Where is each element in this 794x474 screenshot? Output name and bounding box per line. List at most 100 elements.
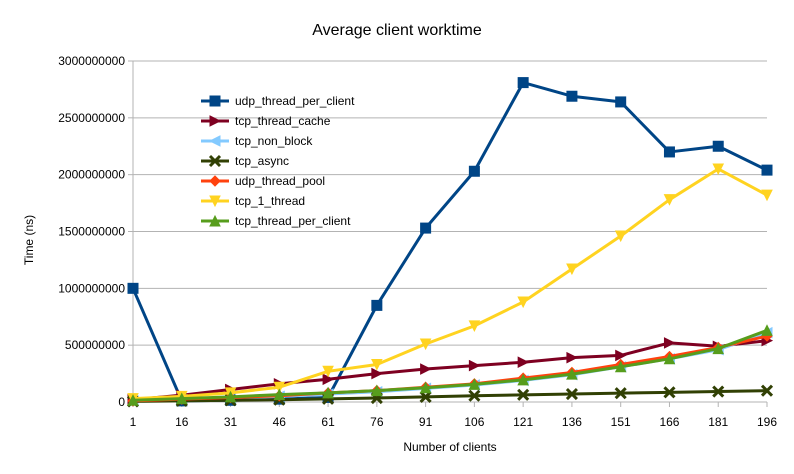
data-point [322,365,334,378]
data-point [371,384,383,397]
legend-entry: tcp_non_block [201,134,313,148]
legend-label: tcp_thread_per_client [235,214,351,228]
legend-entry: tcp_thread_cache [201,114,331,128]
legend-entry: tcp_1_thread [201,194,305,208]
data-point [371,358,383,371]
data-point [614,230,627,243]
data-point [517,356,530,369]
data-point [419,381,432,394]
data-point [468,320,481,332]
data-point [712,385,725,398]
x-axis-title: Number of clients [403,440,496,454]
data-point [419,338,432,351]
data-point [420,363,432,375]
legend-entry: udp_thread_pool [201,174,325,188]
y-tick-label: 2500000000 [58,111,125,125]
data-point [761,189,773,202]
data-point [663,146,675,158]
series-line [132,328,768,402]
legend-label: tcp_non_block [235,134,313,148]
data-point [127,282,139,294]
chart-title: Average client worktime [312,22,482,39]
legend-label: udp_thread_per_client [235,94,355,108]
legend-label: tcp_thread_cache [235,114,331,128]
data-point [760,384,774,397]
y-tick-label: 1500000000 [58,225,125,239]
legend-marker [209,175,221,187]
data-point [663,386,676,399]
data-point [614,387,627,400]
data-point [468,359,481,372]
y-axis-title: Time (ns) [22,215,36,265]
x-tick-label: 1 [130,415,137,429]
data-point [712,140,724,152]
data-point [663,337,676,349]
x-tick-label: 76 [370,415,384,429]
x-tick-label: 181 [708,415,728,429]
data-point [565,387,578,401]
x-tick-label: 46 [273,415,287,429]
data-point [224,390,237,403]
data-point [517,388,530,401]
x-tick-label: 91 [419,415,433,429]
series-line [132,389,768,403]
legend-marker [208,135,221,147]
data-point [322,386,334,399]
data-point [273,381,286,394]
data-point [517,296,529,309]
data-point [420,222,432,234]
legend-entry: tcp_thread_per_client [201,214,351,228]
y-tick-label: 2000000000 [58,168,125,182]
data-point [712,342,725,355]
series-line [132,167,768,401]
data-point [127,394,139,406]
legend: udp_thread_per_client tcp_thread_cachetcp… [201,94,355,228]
legend-marker [208,154,222,168]
legend-entry: tcp_async [201,154,289,168]
x-tick-label: 136 [562,415,582,429]
data-point [614,360,627,373]
data-point [566,368,578,380]
data-point [566,263,578,276]
data-point [517,373,529,386]
data-point [517,77,529,89]
data-point [175,392,188,405]
legend-label: udp_thread_pool [235,174,325,188]
data-point [663,194,676,206]
data-point [615,349,627,362]
series-line [132,339,768,402]
data-point [419,390,432,403]
y-tick-labels: 0 500000000 1000000000 1500000000 2000000000… [58,54,125,409]
data-point [615,96,627,108]
data-point [371,367,383,380]
data-point [663,352,676,365]
x-tick-label: 121 [513,415,533,429]
legend-marker [209,214,221,227]
y-tick-label: 3000000000 [58,54,125,68]
data-point [566,90,578,102]
data-point [712,163,725,176]
grid-lines [128,60,767,403]
data-point [273,388,286,401]
series-group [126,77,774,408]
x-tick-label: 16 [175,415,189,429]
y-tick-label: 500000000 [65,338,125,352]
series-tcp_thread_per_client [127,324,773,406]
data-point [761,324,773,336]
y-tick-label: 0 [118,395,125,409]
x-tick-label: 151 [611,415,631,429]
x-tick-label: 61 [321,415,335,429]
legend-entry: udp_thread_per_client [201,94,355,108]
data-point [371,299,383,311]
data-point [468,389,481,402]
x-tick-label: 196 [757,415,777,429]
data-point [468,165,480,177]
y-tick-label: 1000000000 [58,281,125,295]
data-point [566,351,579,364]
x-tick-label: 166 [659,415,679,429]
legend-marker [209,95,221,107]
legend-marker [209,115,222,127]
data-point [761,164,773,176]
legend-label: tcp_1_thread [235,194,305,208]
